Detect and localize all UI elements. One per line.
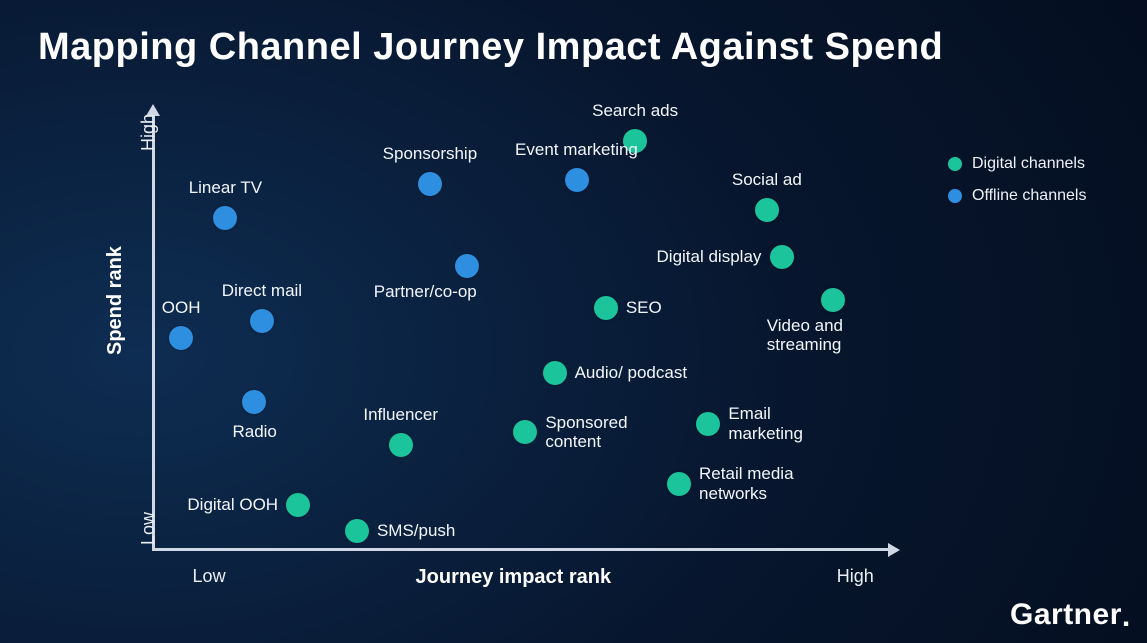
x-tick-label: High bbox=[837, 566, 874, 587]
scatter-point bbox=[418, 172, 442, 196]
scatter-point bbox=[286, 493, 310, 517]
scatter-point bbox=[169, 326, 193, 350]
legend-item: Digital channels bbox=[948, 155, 1086, 173]
scatter-point-label: Linear TV bbox=[189, 178, 262, 198]
legend-item: Offline channels bbox=[948, 187, 1086, 205]
scatter-point-label: Digital display bbox=[657, 247, 762, 267]
scatter-point-label: OOH bbox=[162, 298, 201, 318]
scatter-point-label: SEO bbox=[626, 298, 662, 318]
scatter-point-label: Social ad bbox=[732, 170, 802, 190]
scatter-point-label: Search ads bbox=[592, 101, 678, 121]
scatter-point bbox=[242, 390, 266, 414]
scatter-point-label: Audio/ podcast bbox=[575, 363, 687, 383]
scatter-point bbox=[667, 472, 691, 496]
scatter-point bbox=[543, 361, 567, 385]
legend-swatch-icon bbox=[948, 157, 962, 171]
y-axis-line bbox=[152, 114, 155, 548]
scatter-point-label: Sponsorship bbox=[383, 144, 478, 164]
scatter-point bbox=[389, 433, 413, 457]
scatter-point bbox=[770, 245, 794, 269]
scatter-point-label: Event marketing bbox=[515, 140, 638, 160]
scatter-point-label: Partner/co-op bbox=[374, 282, 477, 302]
scatter-point-label: Influencer bbox=[363, 405, 438, 425]
legend: Digital channels Offline channels bbox=[948, 155, 1086, 219]
scatter-point bbox=[755, 198, 779, 222]
y-axis-label: Spend rank bbox=[104, 246, 127, 355]
scatter-point bbox=[213, 206, 237, 230]
scatter-point bbox=[821, 288, 845, 312]
x-axis-label: Journey impact rank bbox=[416, 566, 612, 589]
scatter-point bbox=[594, 296, 618, 320]
legend-label: Digital channels bbox=[972, 155, 1085, 173]
scatter-point bbox=[455, 254, 479, 278]
x-axis-line bbox=[152, 548, 890, 551]
scatter-point bbox=[250, 309, 274, 333]
scatter-point-label: Sponsored content bbox=[545, 413, 627, 452]
scatter-point-label: Direct mail bbox=[222, 281, 302, 301]
brand-logo: Gartner. bbox=[1010, 598, 1131, 632]
legend-label: Offline channels bbox=[972, 187, 1086, 205]
brand-text: Gartner bbox=[1010, 598, 1122, 631]
legend-swatch-icon bbox=[948, 189, 962, 203]
scatter-point-label: Digital OOH bbox=[187, 495, 278, 515]
scatter-point-label: Email marketing bbox=[728, 404, 803, 443]
x-tick-label: Low bbox=[193, 566, 226, 587]
brand-dot-icon: . bbox=[1122, 600, 1131, 634]
scatter-point bbox=[345, 519, 369, 543]
scatter-point bbox=[565, 168, 589, 192]
x-axis-arrow-icon bbox=[888, 543, 900, 557]
scatter-point-label: SMS/push bbox=[377, 521, 455, 541]
scatter-point-label: Radio bbox=[232, 422, 276, 442]
scatter-point-label: Video and streaming bbox=[767, 316, 843, 355]
scatter-point-label: Retail media networks bbox=[699, 464, 794, 503]
slide-root: Mapping Channel Journey Impact Against S… bbox=[0, 0, 1147, 643]
scatter-point bbox=[513, 420, 537, 444]
scatter-chart: Spend rank Journey impact rank Low High Low H… bbox=[0, 0, 1147, 643]
y-tick-label: Low bbox=[138, 512, 159, 545]
y-tick-label: High bbox=[138, 114, 159, 151]
scatter-point bbox=[696, 412, 720, 436]
